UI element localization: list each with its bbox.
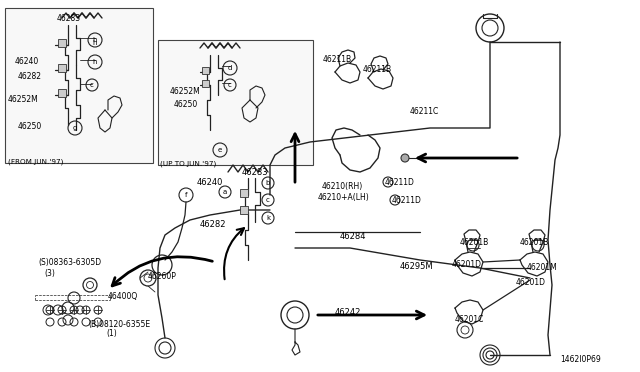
- Text: (B)08120-6355E: (B)08120-6355E: [88, 320, 150, 329]
- Bar: [202, 80, 209, 87]
- Bar: [5, 8, 153, 163]
- Text: 46283: 46283: [242, 168, 269, 177]
- Text: 1462I0P69: 1462I0P69: [560, 355, 601, 364]
- Text: 46240: 46240: [15, 57, 39, 66]
- Text: 46211B: 46211B: [363, 65, 392, 74]
- Text: 46211D: 46211D: [385, 178, 415, 187]
- Text: 46252M: 46252M: [170, 87, 201, 96]
- Text: (FROM JUN.'97): (FROM JUN.'97): [8, 158, 63, 164]
- Text: 46283: 46283: [57, 14, 81, 23]
- Text: (3): (3): [44, 269, 55, 278]
- Text: h: h: [93, 59, 97, 65]
- Text: 46250: 46250: [18, 122, 42, 131]
- Bar: [158, 40, 313, 165]
- Text: 46211B: 46211B: [323, 55, 352, 64]
- Bar: [240, 206, 248, 214]
- Text: 46250: 46250: [174, 100, 198, 109]
- Text: 46400Q: 46400Q: [108, 292, 138, 301]
- Bar: [202, 67, 209, 74]
- Text: e: e: [218, 147, 222, 153]
- Text: 46210(RH): 46210(RH): [322, 182, 364, 191]
- Text: 46240: 46240: [197, 178, 223, 187]
- Text: k: k: [266, 215, 270, 221]
- Bar: [240, 189, 248, 197]
- Text: 46211C: 46211C: [410, 107, 439, 116]
- Text: 46201M: 46201M: [527, 263, 557, 272]
- Text: 46211D: 46211D: [392, 196, 422, 205]
- Text: (1): (1): [106, 329, 116, 338]
- Text: b: b: [266, 180, 270, 186]
- Text: 46201B: 46201B: [460, 238, 489, 247]
- Text: h: h: [93, 37, 97, 43]
- Text: c: c: [228, 82, 232, 88]
- Text: c: c: [266, 197, 270, 203]
- Text: 46201C: 46201C: [455, 315, 484, 324]
- Text: 46210+A(LH): 46210+A(LH): [318, 193, 370, 202]
- Text: c: c: [90, 82, 94, 88]
- Text: 46201B: 46201B: [520, 238, 549, 247]
- Text: 46201D: 46201D: [516, 278, 546, 287]
- Text: f: f: [185, 192, 188, 198]
- Circle shape: [401, 154, 409, 162]
- Text: 46282: 46282: [18, 72, 42, 81]
- Text: 46284: 46284: [340, 232, 367, 241]
- Bar: [58, 89, 66, 97]
- Text: g: g: [73, 125, 77, 131]
- Bar: [58, 64, 66, 72]
- Text: 46282: 46282: [200, 220, 227, 229]
- Bar: [58, 39, 66, 47]
- Text: 46201D: 46201D: [452, 260, 482, 269]
- Text: a: a: [223, 189, 227, 195]
- Text: 46252M: 46252M: [8, 95, 39, 104]
- Text: 46295M: 46295M: [400, 262, 434, 271]
- Text: 46242: 46242: [335, 308, 362, 317]
- Text: (S)08363-6305D: (S)08363-6305D: [38, 258, 101, 267]
- Text: d: d: [228, 65, 232, 71]
- Text: 46260P: 46260P: [148, 272, 177, 281]
- Text: (UP TO JUN.'97): (UP TO JUN.'97): [160, 160, 216, 167]
- Text: h: h: [93, 40, 97, 46]
